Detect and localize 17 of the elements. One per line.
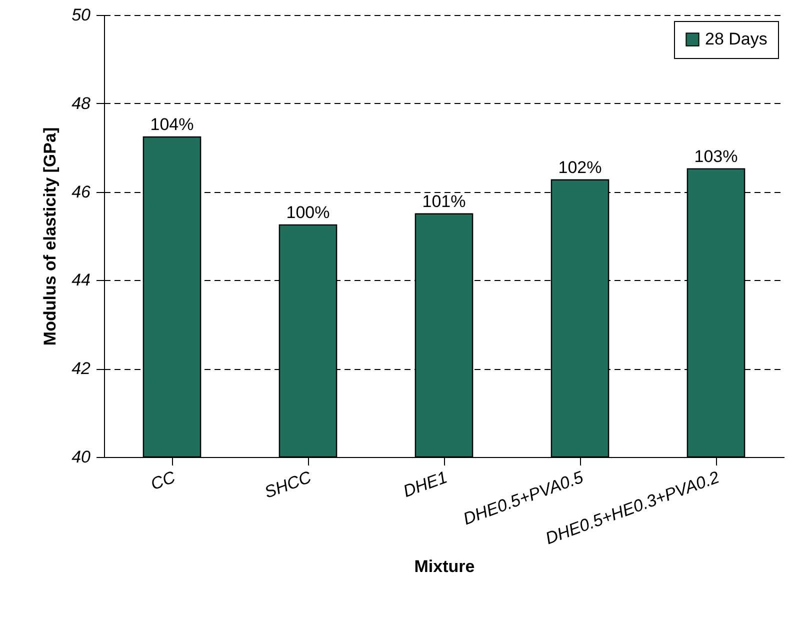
- annotation: 104%: [150, 114, 194, 134]
- annotation: 103%: [694, 146, 738, 166]
- y-axis-title: Modulus of elasticity [GPa]: [40, 127, 60, 346]
- x-tick-label: CC: [148, 467, 178, 494]
- y-tick-label: 48: [72, 94, 92, 113]
- y-tick-label: 46: [72, 182, 92, 202]
- y-tick-label: 40: [72, 448, 92, 466]
- legend-label: 28 Days: [705, 30, 768, 48]
- y-tick-label: 42: [72, 359, 92, 378]
- annotation: 101%: [422, 192, 466, 211]
- annotation: 100%: [286, 202, 330, 222]
- y-tick-label: 50: [72, 6, 92, 24]
- annotation: 102%: [558, 158, 602, 177]
- x-tick-label: SHCC: [262, 467, 314, 502]
- y-tick-label: 44: [72, 270, 90, 290]
- x-axis-title: Mixture: [414, 557, 475, 576]
- x-tick-label: DHE1: [400, 468, 450, 501]
